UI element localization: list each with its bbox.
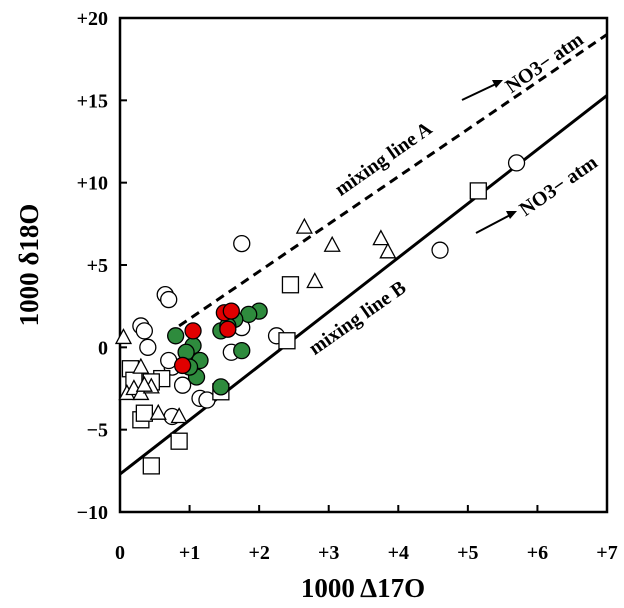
arrow-a-icon (461, 80, 503, 101)
x-tick-label: +4 (388, 542, 409, 564)
y-tick-label: +20 (77, 8, 108, 30)
triangle-point (295, 217, 313, 234)
circle-point (507, 154, 526, 172)
y-axis-label: 1000 δ18O (14, 204, 44, 327)
triangle-point (114, 328, 133, 345)
plot-frame (118, 16, 609, 514)
x-tick-label: +5 (457, 542, 478, 564)
square-point (135, 404, 154, 422)
circle-point (431, 241, 449, 259)
square-point (278, 332, 296, 350)
circle-point (222, 302, 240, 320)
mixing-line-a (178, 33, 608, 328)
arrow-b-icon (475, 211, 517, 234)
circle-point (167, 327, 185, 345)
circle-point (173, 376, 192, 394)
y-tick-label: −10 (77, 502, 108, 524)
circle-point (233, 341, 251, 360)
y-tick-label: +10 (77, 173, 108, 195)
triangle-point (372, 229, 390, 246)
x-tick-label: +2 (248, 542, 269, 564)
circle-point (160, 290, 178, 309)
y-tick-label: −5 (87, 420, 108, 442)
y-tick-label: 0 (98, 337, 108, 359)
y-axis-ticks: −10 −5 0 +5 +10 +15 +20 (77, 8, 127, 524)
circle-point (184, 322, 202, 340)
y-tick-label: +5 (87, 255, 108, 277)
x-axis-label: 1000 Δ17O (301, 573, 425, 603)
endmember-a-label: NO3− atm (502, 28, 588, 98)
mixing-line-b (119, 94, 608, 476)
endmember-b-label: NO3− atm (516, 151, 602, 221)
y-tick-label: +15 (77, 90, 108, 112)
x-tick-label: +7 (596, 542, 617, 564)
square-point (469, 182, 487, 200)
data-points (114, 154, 526, 475)
circle-point (219, 320, 237, 338)
x-tick-label: +1 (179, 542, 200, 564)
circle-point (212, 378, 230, 396)
triangle-point (149, 403, 167, 420)
triangle-point (379, 242, 397, 259)
square-point (281, 276, 300, 294)
triangle-point (323, 235, 341, 252)
circle-point (135, 322, 154, 340)
mixing-lines (119, 33, 608, 476)
square-point (170, 432, 188, 450)
triangle-point (132, 357, 150, 374)
x-tick-label: +3 (318, 542, 339, 564)
square-point (142, 457, 160, 475)
x-tick-label: +6 (527, 542, 548, 564)
x-axis-ticks: 0 +1 +2 +3 +4 +5 +6 +7 (115, 505, 618, 564)
triangle-point (170, 407, 188, 424)
triangle-point (306, 272, 324, 289)
circle-point (233, 234, 251, 253)
circle-point (139, 338, 157, 356)
x-tick-label: 0 (115, 542, 125, 564)
circle-point (173, 356, 192, 375)
triangle-point (135, 375, 153, 392)
